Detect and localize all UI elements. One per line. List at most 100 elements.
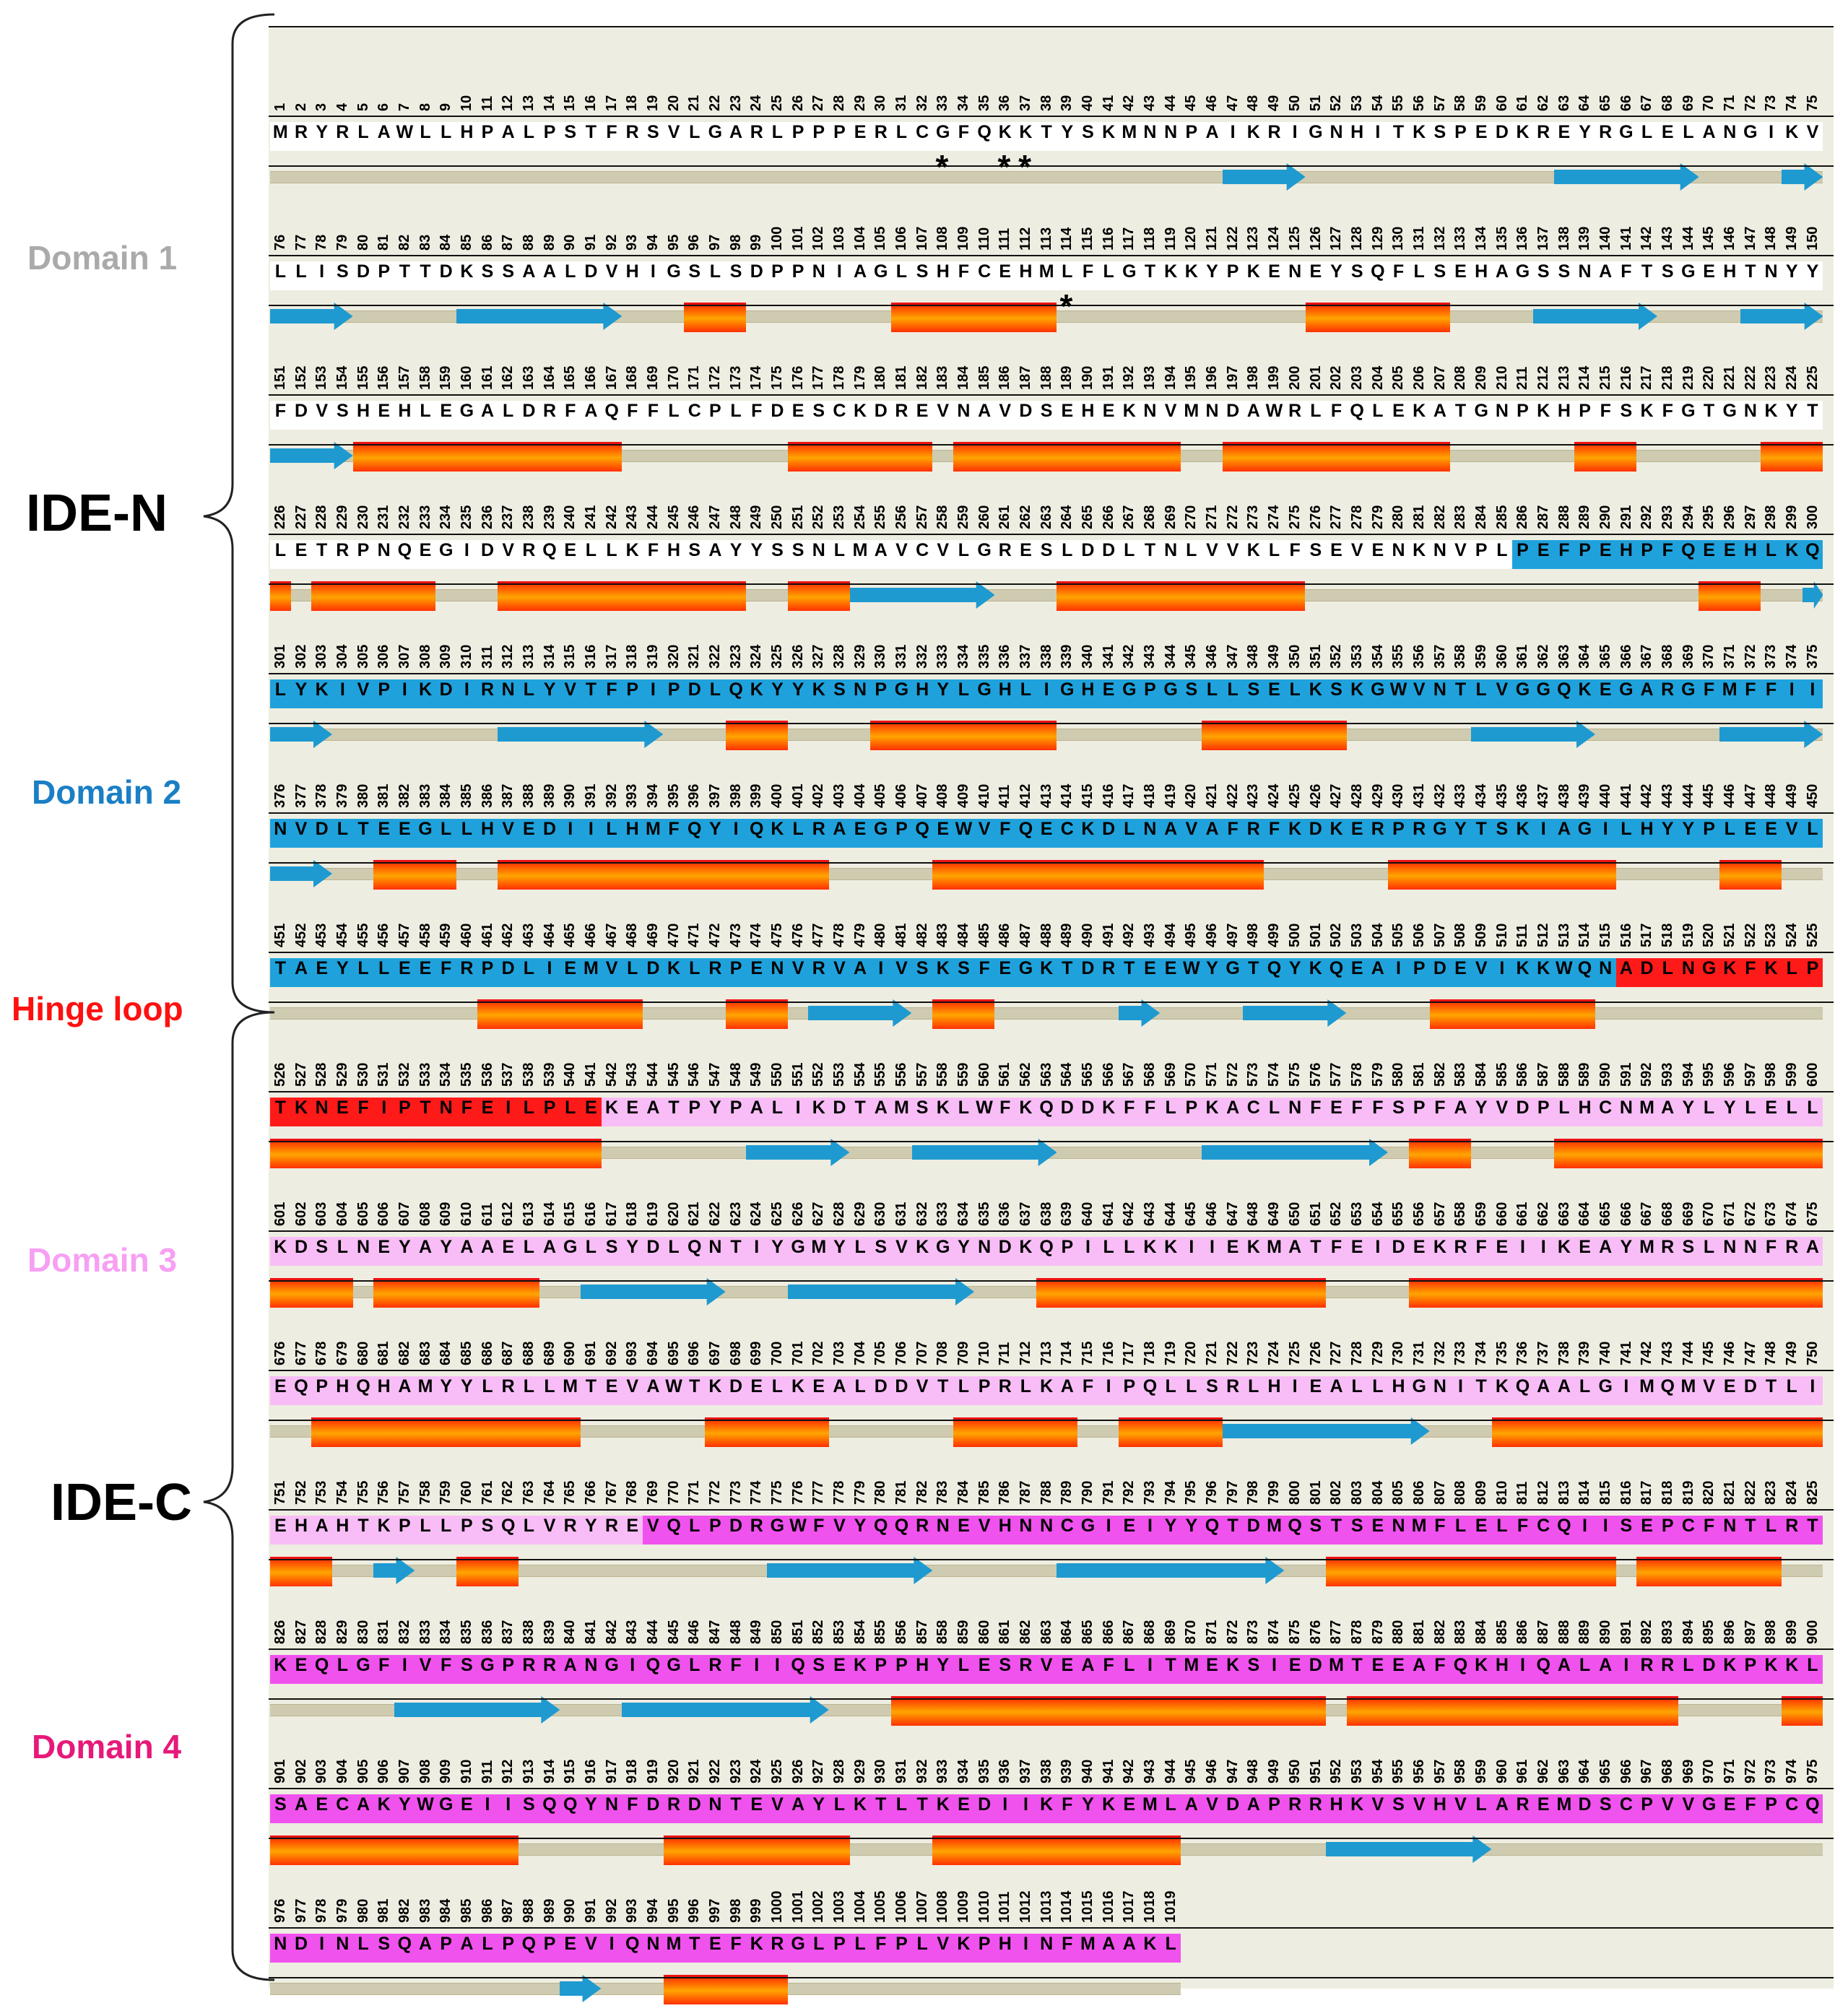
residue: T <box>1745 261 1756 282</box>
residue-number: 53 <box>1348 95 1365 111</box>
residue-number: 260 <box>976 505 992 529</box>
residue-number: 150 <box>1804 226 1821 251</box>
residue-number: 742 <box>1639 1341 1655 1365</box>
residue: K <box>1288 819 1302 839</box>
residue-number: 355 <box>1390 644 1407 669</box>
residue-number: 552 <box>810 1062 827 1087</box>
residue-number: 713 <box>1038 1341 1054 1365</box>
residue: N <box>1329 122 1343 142</box>
residue-number: 908 <box>417 1759 433 1783</box>
residue: I <box>381 1098 387 1118</box>
residue: Q <box>894 1516 909 1536</box>
residue-number: 177 <box>810 365 827 390</box>
residue-number: 768 <box>624 1480 641 1505</box>
residue-number: 990 <box>562 1898 578 1923</box>
residue: L <box>1062 261 1073 282</box>
residue-number: 985 <box>459 1898 475 1923</box>
residue: F <box>1745 679 1756 700</box>
residue-number: 532 <box>396 1062 413 1087</box>
residue-number: 641 <box>1100 1202 1116 1226</box>
residue: P <box>791 122 804 142</box>
residue: V <box>978 1516 991 1536</box>
residue: V <box>978 819 991 839</box>
residue-number: 600 <box>1804 1062 1821 1087</box>
residue-number: 179 <box>851 365 868 390</box>
residue-number: 420 <box>1183 783 1200 808</box>
residue-number: 1010 <box>976 1890 992 1924</box>
residue: G <box>770 1516 785 1536</box>
residue: E <box>1723 1376 1736 1396</box>
residue-number: 212 <box>1535 365 1551 390</box>
residue-number: 493 <box>1142 923 1158 947</box>
residue: S <box>1682 1237 1695 1257</box>
residue-number: 618 <box>624 1202 641 1226</box>
residue-number: 874 <box>1266 1620 1283 1644</box>
residue-number: 690 <box>562 1341 578 1365</box>
residue: T <box>689 1934 700 1954</box>
residue-number: 770 <box>665 1480 682 1505</box>
residue-number: 375 <box>1804 644 1821 669</box>
residue-number: 209 <box>1472 365 1489 390</box>
residue-numbers: 376 377 378 379 380 381 382 383 384 385 386 387 388 3… <box>270 736 1823 808</box>
residue-number: 266 <box>1100 505 1116 529</box>
residue: F <box>1268 819 1280 839</box>
residue-number: 9 <box>438 103 454 111</box>
residue-number: 467 <box>603 923 620 947</box>
residue-number: 692 <box>603 1341 620 1365</box>
residue: A <box>1413 1655 1426 1675</box>
residue-number: 117 <box>1121 227 1137 251</box>
residue: K <box>812 1098 825 1118</box>
residue-number: 159 <box>438 365 454 390</box>
residue: Y <box>709 1098 721 1118</box>
residue: T <box>1310 1237 1322 1257</box>
residue: R <box>750 122 763 142</box>
residue: S <box>958 958 970 978</box>
residue: K <box>1102 1098 1116 1118</box>
residue-number: 34 <box>955 95 972 111</box>
residue: P <box>1641 540 1653 560</box>
residue-number: 844 <box>645 1620 661 1644</box>
residue-number: 776 <box>789 1480 806 1505</box>
residue: S <box>1620 401 1633 421</box>
residue-number: 360 <box>1493 644 1510 669</box>
residue-number: 182 <box>914 365 930 390</box>
residue: K <box>377 1516 391 1536</box>
residue: T <box>1703 401 1715 421</box>
residue-number: 822 <box>1742 1480 1758 1505</box>
residue: Q <box>1577 958 1592 978</box>
residue: K <box>1019 122 1033 142</box>
residue-number: 36 <box>997 95 1013 111</box>
residue-number: 434 <box>1472 783 1489 808</box>
residue-number: 590 <box>1597 1062 1613 1087</box>
residue: R <box>625 122 639 142</box>
residue: V <box>1206 540 1218 560</box>
residue-number: 409 <box>955 783 972 808</box>
residue: E <box>750 1376 763 1396</box>
residue: M <box>894 1098 909 1118</box>
residue-number: 680 <box>355 1341 371 1365</box>
residue-number: 732 <box>1431 1341 1448 1365</box>
residue: E <box>564 958 577 978</box>
residue: L <box>378 958 390 978</box>
residue-number: 114 <box>1059 227 1075 251</box>
residue: F <box>730 1655 742 1675</box>
residue-number: 326 <box>789 644 806 669</box>
residue-number: 129 <box>1369 226 1386 251</box>
residue-number: 1011 <box>997 1891 1013 1923</box>
residue: Y <box>626 1237 639 1257</box>
residue: N <box>315 1098 329 1118</box>
residue: Y <box>585 1516 597 1536</box>
residue-number: 330 <box>872 644 889 669</box>
residue: E <box>1475 1516 1488 1536</box>
residue: D <box>1309 819 1322 839</box>
residue-number: 648 <box>1245 1202 1262 1226</box>
residue-number: 578 <box>1348 1062 1365 1087</box>
residue: N <box>1578 261 1592 282</box>
residue-number: 335 <box>976 644 992 669</box>
residue: Q <box>1515 1376 1530 1396</box>
residue: L <box>833 1794 846 1815</box>
residue: Q <box>294 1376 308 1396</box>
residue: T <box>585 122 597 142</box>
residue-number: 787 <box>1018 1480 1034 1505</box>
residue: A <box>874 540 888 560</box>
